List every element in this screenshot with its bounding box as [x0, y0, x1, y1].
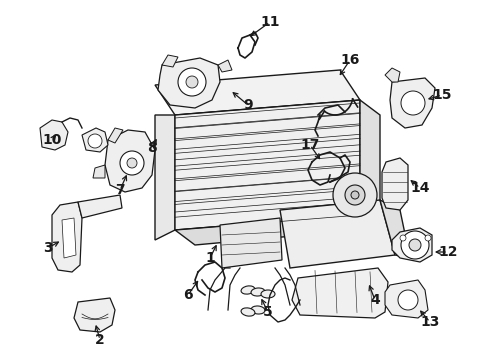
Polygon shape [40, 120, 68, 150]
Text: 9: 9 [243, 98, 253, 112]
Circle shape [401, 231, 429, 259]
Polygon shape [390, 78, 435, 128]
Circle shape [409, 239, 421, 251]
Text: 2: 2 [95, 333, 105, 347]
Text: 6: 6 [183, 288, 193, 302]
Polygon shape [52, 202, 82, 272]
Polygon shape [385, 280, 428, 318]
Text: 8: 8 [147, 141, 157, 155]
Text: 12: 12 [438, 245, 458, 259]
Ellipse shape [251, 306, 265, 314]
Text: 10: 10 [42, 133, 62, 147]
Text: 14: 14 [410, 181, 430, 195]
Text: 11: 11 [260, 15, 280, 29]
Polygon shape [175, 215, 380, 245]
Circle shape [333, 173, 377, 217]
Text: 17: 17 [300, 138, 319, 152]
Circle shape [186, 76, 198, 88]
Ellipse shape [241, 286, 255, 294]
Circle shape [127, 158, 137, 168]
Polygon shape [82, 128, 108, 152]
Polygon shape [380, 200, 410, 258]
Polygon shape [155, 70, 360, 115]
Text: 3: 3 [43, 241, 53, 255]
Polygon shape [155, 115, 175, 240]
Circle shape [88, 134, 102, 148]
Polygon shape [280, 200, 395, 268]
Circle shape [398, 290, 418, 310]
Polygon shape [93, 165, 105, 178]
Circle shape [425, 235, 431, 241]
Polygon shape [108, 128, 123, 143]
Polygon shape [292, 268, 388, 318]
Polygon shape [158, 58, 220, 108]
Circle shape [120, 151, 144, 175]
Circle shape [400, 235, 406, 241]
Polygon shape [74, 298, 115, 332]
Polygon shape [392, 228, 432, 262]
Polygon shape [175, 100, 360, 230]
Polygon shape [105, 130, 155, 192]
Polygon shape [162, 55, 178, 67]
Polygon shape [382, 158, 408, 210]
Text: 16: 16 [341, 53, 360, 67]
Polygon shape [62, 218, 76, 258]
Text: 7: 7 [115, 183, 125, 197]
Text: 13: 13 [420, 315, 440, 329]
Text: 1: 1 [205, 251, 215, 265]
Polygon shape [360, 100, 380, 228]
Ellipse shape [241, 308, 255, 316]
Text: 5: 5 [263, 305, 273, 319]
Polygon shape [218, 60, 232, 72]
Circle shape [345, 185, 365, 205]
Polygon shape [220, 218, 282, 268]
Text: 15: 15 [432, 88, 452, 102]
Polygon shape [385, 68, 400, 82]
Circle shape [351, 191, 359, 199]
Text: 4: 4 [370, 293, 380, 307]
Ellipse shape [261, 290, 275, 298]
Circle shape [178, 68, 206, 96]
Polygon shape [78, 195, 122, 218]
Ellipse shape [251, 288, 265, 296]
Circle shape [401, 91, 425, 115]
